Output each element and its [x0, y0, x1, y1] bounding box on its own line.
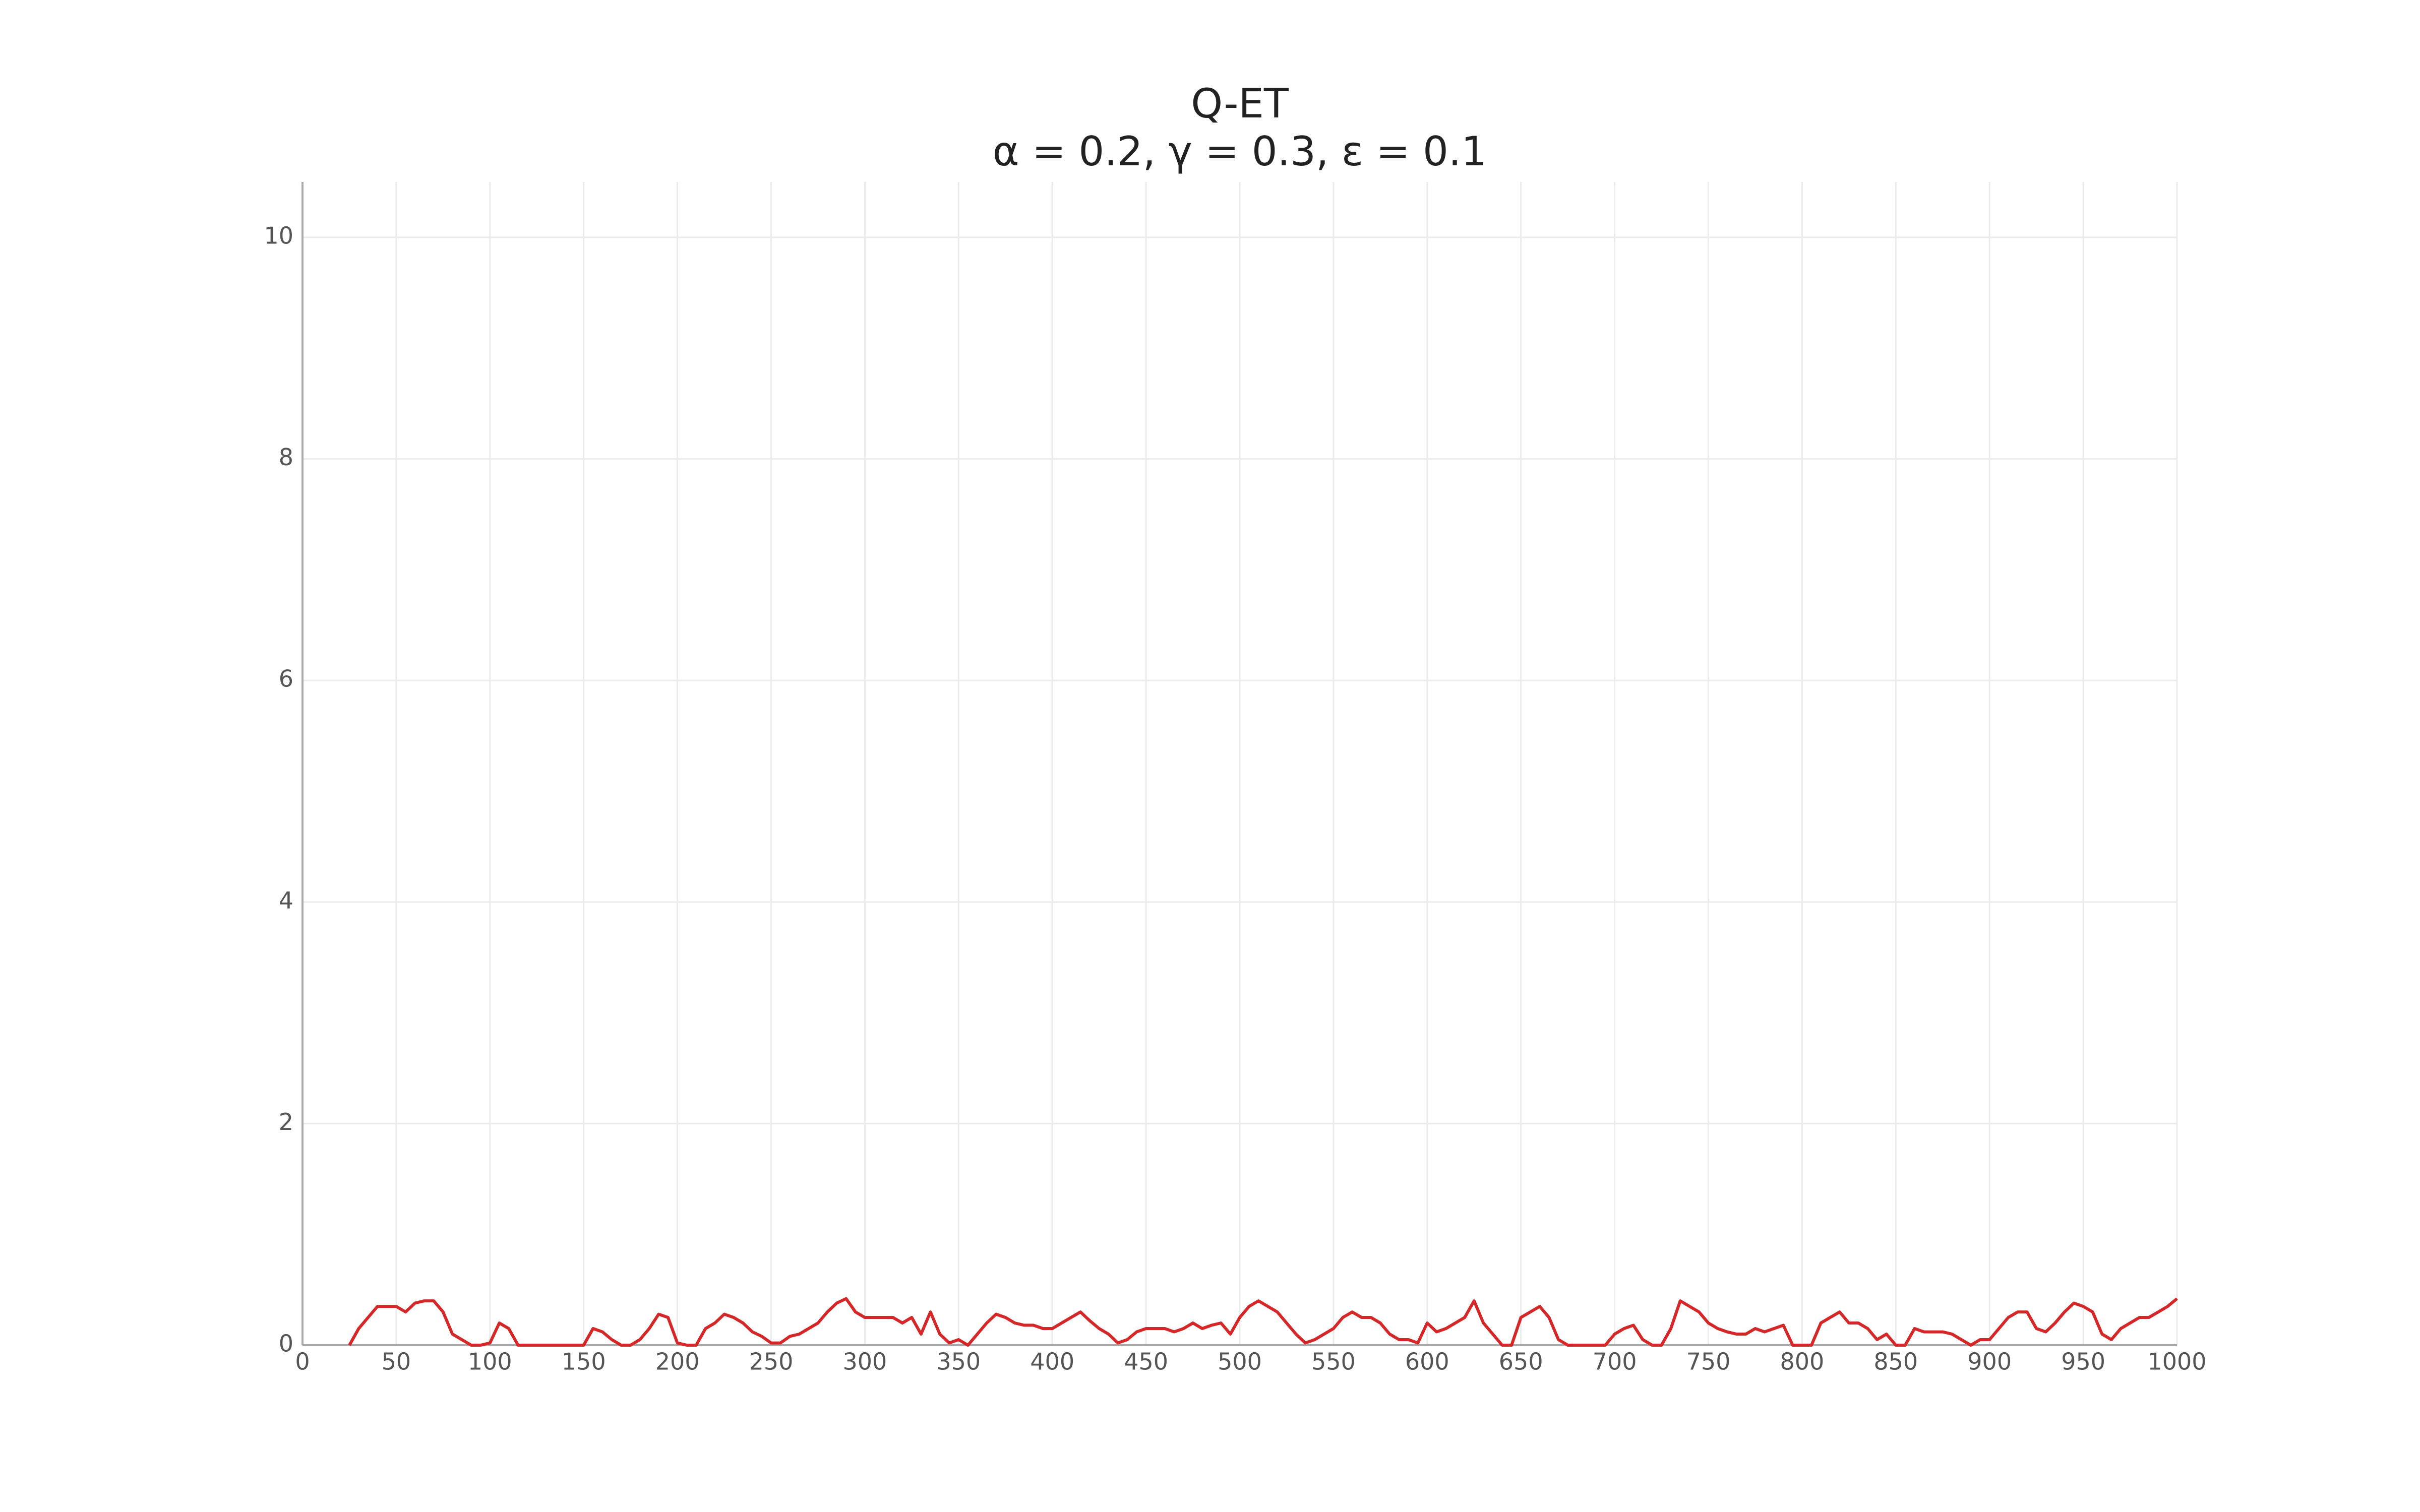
data-line	[348, 1297, 2178, 1347]
x-tick-label: 100	[468, 1348, 512, 1375]
x-tick-label: 50	[382, 1348, 411, 1375]
x-tick-label: 550	[1311, 1348, 1356, 1375]
y-tick-label: 6	[279, 665, 293, 692]
chart-subtitle: α = 0.2, γ = 0.3, ε = 0.1	[993, 128, 1487, 175]
x-tick-label: 500	[1218, 1348, 1262, 1375]
x-tick-label: 1000	[2147, 1348, 2206, 1375]
x-tick-label: 150	[562, 1348, 606, 1375]
x-tick-label: 400	[1030, 1348, 1074, 1375]
x-tick-label: 700	[1593, 1348, 1637, 1375]
y-tick-label: 2	[279, 1108, 293, 1136]
x-tick-label: 950	[2061, 1348, 2105, 1375]
x-tick-label: 900	[1967, 1348, 2012, 1375]
x-tick-label: 250	[749, 1348, 794, 1375]
x-tick-label: 800	[1780, 1348, 1824, 1375]
x-tick-label: 850	[1873, 1348, 1918, 1375]
x-tick-label: 650	[1499, 1348, 1543, 1375]
y-tick-label: 10	[264, 222, 293, 249]
x-tick-label: 450	[1124, 1348, 1168, 1375]
x-tick-label: 350	[936, 1348, 981, 1375]
x-tick-label: 200	[655, 1348, 700, 1375]
x-tick-label: 300	[842, 1348, 887, 1375]
chart-title: Q-ET	[1191, 80, 1289, 127]
x-tick-label: 600	[1405, 1348, 1449, 1375]
y-tick-label: 0	[279, 1330, 293, 1357]
y-tick-label: 4	[279, 887, 293, 914]
x-tick-label: 0	[295, 1348, 310, 1375]
y-tick-label: 8	[279, 444, 293, 471]
x-tick-label: 750	[1686, 1348, 1731, 1375]
